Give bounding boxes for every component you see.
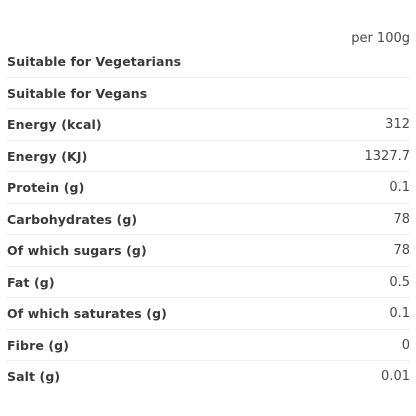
- row-label: Fibre (g): [7, 337, 70, 353]
- row-label: Protein (g): [7, 180, 85, 196]
- row-value: 0.5: [389, 274, 410, 290]
- row-fat: Fat (g) 0.5: [0, 267, 416, 299]
- row-label: Salt (g): [7, 369, 61, 385]
- row-value: 1327.7: [364, 148, 411, 164]
- per-100g-header: per 100g: [351, 30, 410, 46]
- row-energy-kcal: Energy (kcal) 312: [0, 109, 416, 141]
- row-label: Suitable for Vegans: [7, 85, 148, 101]
- row-label: Energy (kcal): [7, 117, 102, 133]
- nutrition-rows: Suitable for Vegetarians Suitable for Ve…: [0, 46, 416, 393]
- row-label: Energy (KJ): [7, 148, 88, 164]
- row-label: Suitable for Vegetarians: [7, 54, 182, 70]
- row-label: Of which sugars (g): [7, 243, 147, 259]
- row-protein: Protein (g) 0.1: [0, 172, 416, 204]
- row-energy-kj: Energy (KJ) 1327.7: [0, 141, 416, 173]
- row-fibre: Fibre (g) 0: [0, 330, 416, 362]
- row-value: 0.1: [389, 306, 410, 322]
- row-saturates: Of which saturates (g) 0.1: [0, 298, 416, 330]
- row-value: 78: [393, 211, 410, 227]
- row-suitable-vegetarians: Suitable for Vegetarians: [0, 46, 416, 78]
- row-salt: Salt (g) 0.01: [0, 361, 416, 393]
- row-label: Of which saturates (g): [7, 306, 167, 322]
- row-value: 312: [385, 117, 410, 133]
- row-carbohydrates: Carbohydrates (g) 78: [0, 204, 416, 236]
- row-suitable-vegans: Suitable for Vegans: [0, 78, 416, 110]
- row-value: 0.01: [381, 369, 410, 385]
- row-sugars: Of which sugars (g) 78: [0, 235, 416, 267]
- row-value: 0: [401, 337, 410, 353]
- row-label: Carbohydrates (g): [7, 211, 138, 227]
- row-value: 0.1: [389, 180, 410, 196]
- row-label: Fat (g): [7, 274, 55, 290]
- row-value: 78: [393, 243, 410, 259]
- table-header: per 100g: [0, 26, 410, 50]
